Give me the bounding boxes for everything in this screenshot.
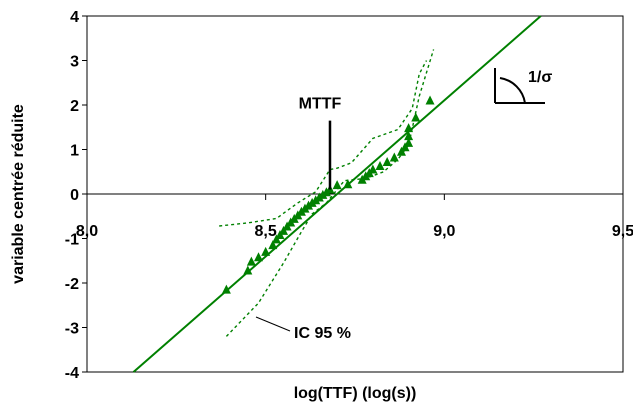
ic-leader-line — [255, 316, 291, 332]
y-tick-label: 3 — [70, 54, 79, 71]
data-point — [246, 256, 256, 266]
data-point — [425, 95, 435, 105]
x-axis-line — [86, 193, 624, 200]
data-point — [368, 164, 378, 174]
y-tick-label: -4 — [65, 365, 79, 382]
data-point — [404, 137, 414, 147]
data-point — [382, 156, 392, 166]
y-tick-label: -3 — [65, 321, 79, 338]
x-tick-label: 9,5 — [612, 223, 633, 240]
regression-line — [132, 15, 542, 373]
y-tick-label: 2 — [70, 98, 79, 115]
series-lines — [132, 15, 542, 373]
data-points — [221, 95, 435, 294]
ic-label: IC 95 % — [294, 325, 351, 342]
data-point — [332, 180, 342, 190]
data-point — [243, 265, 253, 275]
x-tick-labels: 8,0 8,5 9,0 9,5 — [76, 223, 633, 240]
y-axis-title: variable centrée réduite — [10, 104, 27, 284]
slope-icon — [494, 68, 545, 104]
data-point — [404, 123, 414, 133]
y-tick-label: -1 — [65, 232, 79, 249]
data-point — [221, 284, 231, 294]
slope-label: 1/σ — [528, 69, 552, 86]
y-tick-label: -2 — [65, 276, 79, 293]
data-point — [411, 112, 421, 122]
data-point — [375, 160, 385, 170]
data-point — [343, 179, 353, 189]
x-tick-label: 8,0 — [76, 223, 98, 240]
data-point — [389, 152, 399, 162]
data-point — [268, 240, 278, 250]
confidence-band-line — [219, 60, 428, 227]
x-tick-label: 9,0 — [433, 223, 455, 240]
mttf-label: MTTF — [299, 96, 342, 113]
y-tick-label: 4 — [70, 9, 79, 26]
data-point — [254, 252, 264, 262]
x-axis-title: log(TTF) (log(s)) — [294, 385, 417, 402]
y-tick-label: 1 — [70, 143, 79, 160]
data-point — [261, 246, 271, 256]
y-tick-labels: 4 3 2 1 0 -1 -2 -3 -4 — [65, 9, 87, 382]
data-point — [404, 131, 414, 141]
x-tick-label: 8,5 — [255, 223, 277, 240]
y-tick-label: 0 — [70, 187, 79, 204]
